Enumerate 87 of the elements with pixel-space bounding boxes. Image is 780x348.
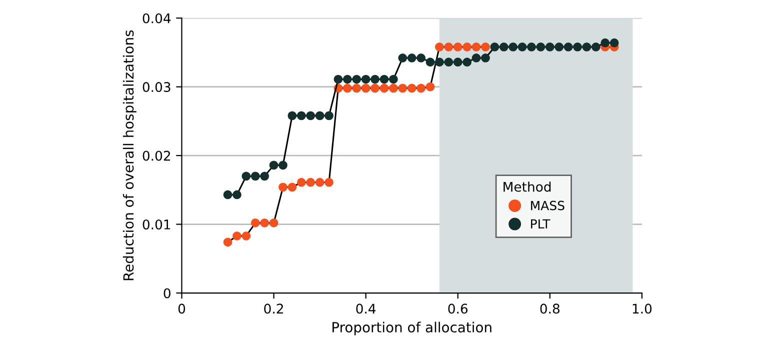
point bbox=[269, 218, 278, 228]
point bbox=[472, 54, 481, 62]
point bbox=[352, 84, 362, 93]
point bbox=[508, 42, 518, 52]
point bbox=[288, 111, 297, 120]
point bbox=[370, 84, 380, 93]
point bbox=[380, 84, 389, 93]
point bbox=[435, 58, 444, 67]
point bbox=[462, 42, 472, 52]
point bbox=[269, 160, 278, 170]
point bbox=[472, 42, 481, 52]
x-tick-label: 0.2 bbox=[264, 304, 283, 314]
point bbox=[278, 182, 288, 192]
point bbox=[499, 42, 508, 52]
point bbox=[342, 84, 352, 93]
point bbox=[545, 42, 554, 52]
point bbox=[426, 58, 435, 67]
legend-title: Method bbox=[504, 182, 551, 192]
point bbox=[315, 111, 324, 120]
y-tick-label: 0 bbox=[164, 288, 170, 298]
point bbox=[536, 42, 546, 52]
point bbox=[490, 42, 500, 52]
point bbox=[564, 42, 573, 52]
point bbox=[380, 74, 389, 84]
point bbox=[407, 84, 416, 93]
point bbox=[444, 58, 454, 67]
point bbox=[435, 42, 444, 52]
y-tick-label: 0.01 bbox=[142, 220, 170, 230]
y-axis-title: Reduction of overall hospitalizations bbox=[122, 30, 136, 280]
point bbox=[361, 74, 370, 84]
point bbox=[582, 42, 592, 52]
x-tick-label: 0.8 bbox=[540, 304, 560, 314]
point bbox=[527, 42, 536, 52]
point bbox=[260, 172, 270, 181]
point bbox=[232, 190, 242, 200]
point bbox=[315, 178, 324, 187]
point bbox=[361, 84, 370, 93]
point bbox=[370, 74, 380, 84]
point bbox=[242, 232, 251, 240]
point bbox=[306, 178, 316, 187]
point bbox=[260, 218, 270, 228]
point bbox=[334, 74, 343, 84]
point bbox=[481, 54, 490, 62]
y-tick-label: 0.03 bbox=[142, 82, 170, 92]
legend-label: PLT bbox=[531, 219, 550, 228]
point bbox=[398, 54, 408, 62]
point bbox=[324, 111, 334, 120]
point bbox=[288, 182, 297, 192]
point bbox=[481, 42, 490, 52]
point bbox=[296, 178, 306, 187]
point bbox=[296, 111, 306, 120]
x-axis-title: Proportion of allocation bbox=[332, 322, 492, 336]
point bbox=[573, 42, 582, 52]
x-tick-label: 0 bbox=[178, 304, 186, 314]
y-tick-label: 0.04 bbox=[142, 13, 171, 24]
point bbox=[600, 38, 610, 48]
x-tick-label: 0.4 bbox=[356, 304, 376, 314]
point bbox=[462, 58, 472, 67]
point bbox=[278, 160, 288, 170]
point bbox=[250, 172, 260, 181]
legend-label: MASS bbox=[531, 200, 564, 210]
point bbox=[352, 74, 362, 84]
point bbox=[426, 82, 435, 92]
point bbox=[398, 84, 408, 93]
point bbox=[324, 178, 334, 187]
point bbox=[342, 74, 352, 84]
point bbox=[388, 84, 398, 93]
point bbox=[242, 172, 251, 181]
point bbox=[416, 54, 426, 62]
point bbox=[388, 74, 398, 84]
point bbox=[232, 232, 242, 240]
point bbox=[223, 238, 232, 247]
point bbox=[444, 42, 454, 52]
point bbox=[518, 42, 527, 52]
point bbox=[223, 190, 232, 200]
point bbox=[306, 111, 316, 120]
point bbox=[416, 84, 426, 93]
point bbox=[554, 42, 564, 52]
x-tick-label: 1.0 bbox=[632, 304, 652, 314]
point bbox=[591, 42, 600, 52]
point bbox=[407, 54, 416, 62]
point bbox=[453, 42, 462, 52]
x-tick-label: 0.6 bbox=[448, 304, 468, 314]
y-tick-label: 0.02 bbox=[142, 150, 170, 161]
point bbox=[453, 58, 462, 67]
point bbox=[250, 218, 260, 228]
point bbox=[610, 38, 619, 48]
